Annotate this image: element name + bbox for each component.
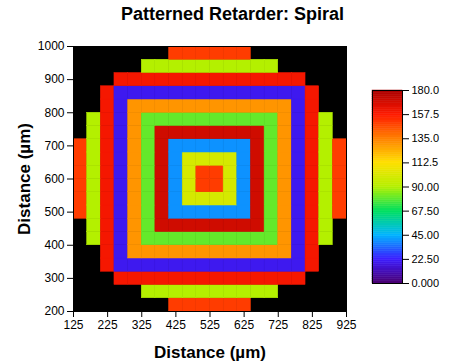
svg-text:900: 900	[44, 72, 64, 86]
svg-text:400: 400	[44, 238, 64, 252]
svg-text:0.000: 0.000	[412, 277, 440, 289]
svg-text:525: 525	[200, 318, 220, 332]
svg-text:425: 425	[166, 318, 186, 332]
svg-text:125: 125	[63, 318, 83, 332]
svg-text:825: 825	[302, 318, 322, 332]
svg-text:67.50: 67.50	[412, 205, 440, 217]
svg-text:112.5: 112.5	[412, 156, 439, 168]
svg-text:500: 500	[44, 205, 64, 219]
svg-text:325: 325	[132, 318, 152, 332]
svg-text:600: 600	[44, 172, 64, 186]
svg-text:180.0: 180.0	[412, 84, 440, 96]
html-text:Patterned Retarder: Spiral: Patterned Retarder: Spiral	[121, 4, 344, 24]
svg-text:200: 200	[44, 304, 64, 318]
svg-text:625: 625	[234, 318, 254, 332]
svg-text:90.00: 90.00	[412, 181, 440, 193]
svg-text:925: 925	[336, 318, 356, 332]
svg-text:725: 725	[268, 318, 288, 332]
svg-text:157.5: 157.5	[412, 108, 440, 120]
svg-text:1000: 1000	[38, 39, 65, 53]
svg-text:225: 225	[98, 318, 118, 332]
svg-text:45.00: 45.00	[412, 229, 440, 241]
svg-text:Distance (µm): Distance (µm)	[15, 123, 34, 235]
svg-text:135.0: 135.0	[412, 132, 440, 144]
svg-text:300: 300	[44, 271, 64, 285]
svg-text:800: 800	[44, 106, 64, 120]
svg-text:22.50: 22.50	[412, 253, 440, 265]
svg-text:Distance (µm): Distance (µm)	[154, 343, 266, 362]
svg-text:700: 700	[44, 139, 64, 153]
